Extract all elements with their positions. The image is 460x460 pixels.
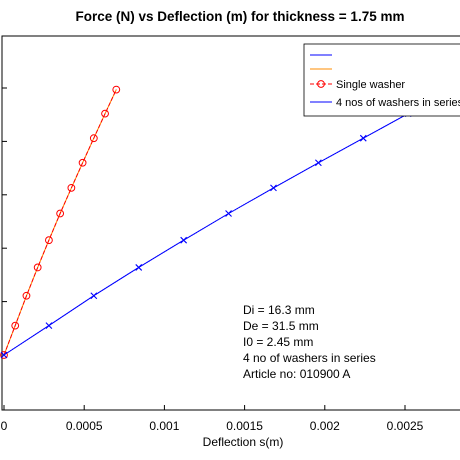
x-tick-label: 0.001 bbox=[149, 419, 179, 433]
data-point-x bbox=[180, 236, 188, 244]
data-point-x bbox=[135, 264, 143, 271]
legend-marker bbox=[317, 80, 325, 88]
x-tick-label: 0 bbox=[1, 419, 8, 433]
x-tick-label: 0.002 bbox=[310, 419, 340, 433]
data-point-circle bbox=[89, 134, 98, 143]
data-point-circle bbox=[45, 236, 53, 245]
data-point-circle bbox=[78, 158, 87, 167]
y-axis-ticks bbox=[2, 87, 7, 303]
data-point-circle bbox=[101, 109, 109, 118]
x-tick-label: 0.0015 bbox=[226, 419, 263, 433]
data-point-x bbox=[90, 292, 98, 300]
x-tick-label: 0.0005 bbox=[66, 419, 103, 433]
annotation-line: Di = 16.3 mm bbox=[243, 303, 315, 317]
annotation-line: Article no: 010900 A bbox=[243, 367, 350, 381]
data-point-x bbox=[45, 322, 53, 330]
annotation-line: 4 no of washers in series bbox=[243, 351, 376, 365]
data-point-x bbox=[314, 159, 322, 167]
series-layer bbox=[0, 85, 412, 359]
series-line bbox=[3, 89, 117, 356]
data-point-x bbox=[270, 184, 277, 192]
data-point-x bbox=[225, 210, 232, 217]
annotation-line: I0 = 2.45 mm bbox=[243, 335, 313, 349]
data-point-circle bbox=[67, 183, 76, 192]
data-point-circle bbox=[112, 85, 121, 94]
data-point-circle bbox=[0, 351, 8, 359]
x-tick-label: 0.0025 bbox=[387, 419, 424, 433]
x-axis-label: Deflection s(m) bbox=[203, 435, 284, 449]
legend: Single washer 4 nos of washers in series bbox=[303, 43, 460, 117]
data-point-x bbox=[0, 351, 8, 359]
data-point-circle bbox=[33, 263, 42, 272]
annotation-block: Di = 16.3 mm De = 31.5 mm I0 = 2.45 mm 4… bbox=[243, 303, 376, 381]
legend-label: Single washer bbox=[336, 79, 405, 91]
legend-label: 4 nos of washers in series bbox=[336, 97, 460, 109]
data-point-circle bbox=[22, 291, 31, 300]
data-point-circle bbox=[11, 321, 20, 330]
chart-title: Force (N) vs Deflection (m) for thicknes… bbox=[76, 9, 405, 24]
annotation-line: De = 31.5 mm bbox=[243, 319, 319, 333]
x-axis-ticks: 0 0.0005 0.001 0.0015 0.002 0.0025 bbox=[1, 405, 424, 433]
series-line bbox=[3, 113, 409, 356]
data-point-circle bbox=[56, 209, 65, 218]
legend-box bbox=[303, 43, 460, 117]
data-point-x bbox=[359, 134, 367, 142]
